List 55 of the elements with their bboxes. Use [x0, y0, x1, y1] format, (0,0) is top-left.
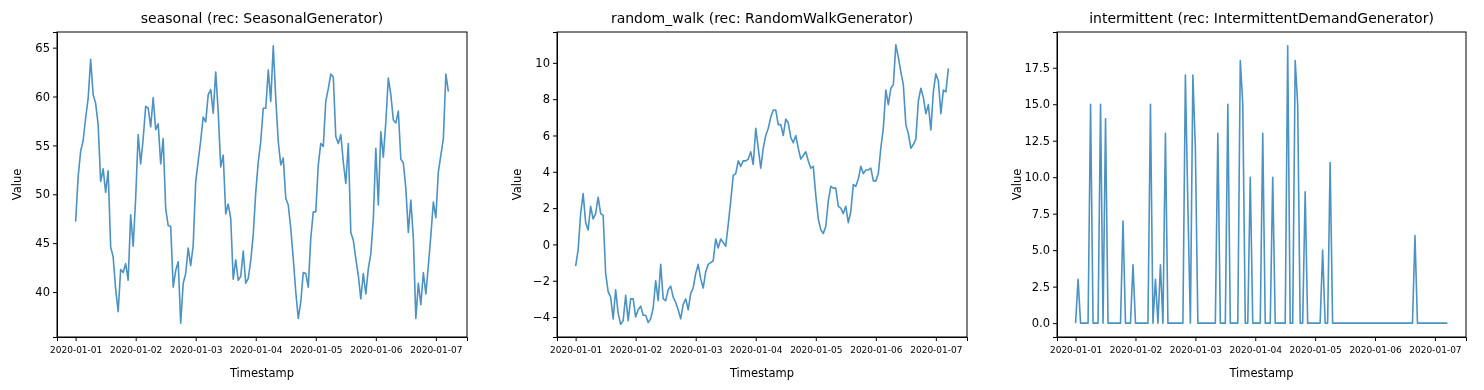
x-axis-title: Timestamp — [728, 366, 795, 380]
y-tick-label: 40 — [35, 285, 50, 300]
x-axis-title: Timestamp — [1228, 366, 1294, 380]
y-tick-label: 5.0 — [1031, 243, 1050, 258]
x-tick-label: 2020-01-03 — [670, 345, 723, 355]
y-tick-label: 55 — [35, 138, 50, 153]
y-tick-label: 2 — [542, 201, 550, 216]
x-axis-title: Timestamp — [228, 366, 295, 380]
y-tick-label: 0.0 — [1031, 316, 1050, 331]
x-tick-label: 2020-01-06 — [350, 345, 403, 355]
y-tick-label: 0 — [542, 237, 550, 252]
y-tick-label: 60 — [35, 89, 50, 104]
x-tick-label: 2020-01-07 — [410, 345, 463, 355]
y-tick-label: 12.5 — [1024, 133, 1050, 148]
y-tick-label: 65 — [35, 40, 50, 55]
y-tick-label: 50 — [35, 187, 50, 202]
x-tick-label: 2020-01-04 — [1229, 345, 1283, 355]
y-tick-label: 2.5 — [1031, 279, 1050, 294]
x-tick-label: 2020-01-02 — [610, 345, 663, 355]
line-series — [74, 44, 450, 325]
x-tick-label: 2020-01-05 — [790, 345, 843, 355]
x-tick-label: 2020-01-06 — [1349, 345, 1402, 355]
x-tick-label: 2020-01-01 — [49, 345, 103, 355]
y-tick-label: −4 — [533, 310, 550, 325]
x-tick-label: 2020-01-07 — [1409, 345, 1462, 355]
y-tick-label: 4 — [542, 164, 550, 179]
x-tick-label: 2020-01-03 — [170, 345, 223, 355]
y-tick-label: 7.5 — [1031, 206, 1050, 221]
y-tick-label: 8 — [542, 92, 550, 107]
x-tick-label: 2020-01-04 — [730, 345, 783, 355]
x-tick-label: 2020-01-02 — [1109, 345, 1163, 355]
x-tick-label: 2020-01-03 — [1169, 345, 1223, 355]
chart-title: random_walk (rec: RandomWalkGenerator) — [610, 10, 914, 26]
chart-title: seasonal (rec: SeasonalGenerator) — [140, 10, 384, 26]
x-tick-label: 2020-01-02 — [110, 345, 163, 355]
x-tick-label: 2020-01-05 — [1289, 345, 1342, 355]
line-series — [1074, 45, 1449, 324]
line-series — [574, 43, 950, 326]
chart-title: intermittent (rec: IntermittentDemandGenerator) — [1089, 10, 1434, 26]
y-tick-label: −2 — [533, 273, 550, 288]
y-tick-label: 17.5 — [1024, 60, 1050, 75]
y-tick-label: 10.0 — [1024, 170, 1050, 185]
y-axis-title: Value — [1010, 168, 1024, 201]
x-tick-label: 2020-01-05 — [290, 345, 343, 355]
y-tick-label: 45 — [35, 236, 50, 251]
x-tick-label: 2020-01-04 — [230, 345, 283, 355]
x-tick-label: 2020-01-06 — [850, 345, 903, 355]
y-tick-label: 10 — [535, 56, 550, 71]
y-axis-title: Value — [10, 168, 24, 201]
x-tick-label: 2020-01-01 — [1049, 345, 1103, 355]
x-tick-label: 2020-01-01 — [549, 345, 603, 355]
y-tick-label: 15.0 — [1024, 97, 1050, 112]
y-axis-title: Value — [510, 168, 524, 201]
x-tick-label: 2020-01-07 — [910, 345, 963, 355]
y-tick-label: 6 — [542, 128, 550, 143]
